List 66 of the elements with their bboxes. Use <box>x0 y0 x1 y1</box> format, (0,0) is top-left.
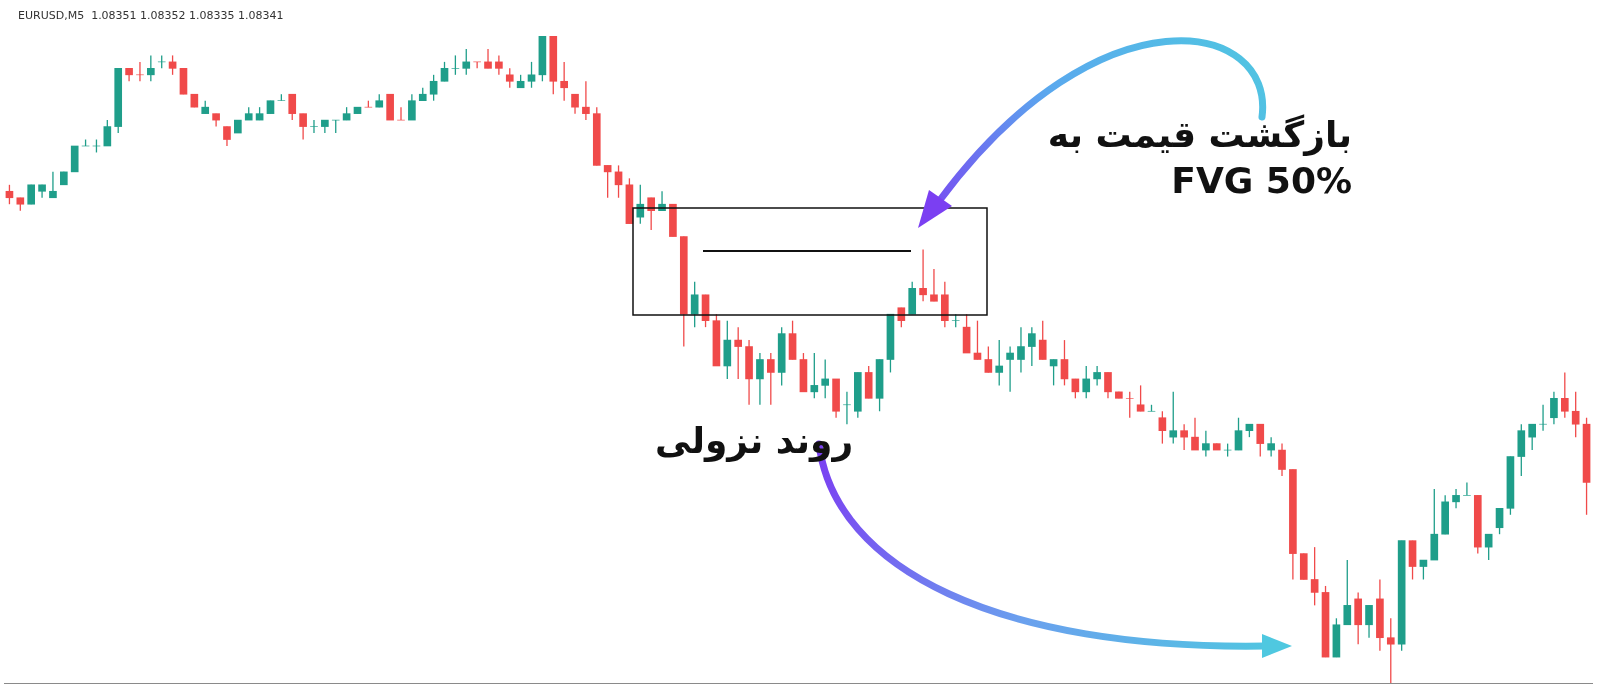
candlestick <box>1539 404 1547 432</box>
candlestick <box>440 61 449 82</box>
candlestick <box>1365 604 1373 639</box>
candlestick <box>810 352 819 399</box>
candlestick <box>310 119 318 134</box>
candlestick <box>571 93 579 115</box>
candlestick <box>451 54 460 76</box>
candlestick <box>821 358 830 399</box>
candlestick <box>734 326 743 380</box>
candlestick <box>690 281 699 328</box>
candlestick <box>505 67 514 89</box>
candlestick <box>1006 345 1014 393</box>
candlestick <box>995 339 1004 387</box>
candlestick <box>1158 410 1167 445</box>
candlestick <box>1560 371 1569 419</box>
candlestick <box>1017 326 1025 374</box>
candlestick <box>495 54 503 76</box>
candlestick <box>1169 391 1178 445</box>
candlestick <box>582 80 590 121</box>
candlestick <box>1343 559 1352 626</box>
candlestick <box>484 48 492 69</box>
candlestick <box>1386 617 1395 684</box>
candlestick <box>223 125 231 147</box>
candlestick <box>103 119 112 147</box>
candlestick <box>1038 320 1047 361</box>
candlestick <box>1234 417 1243 451</box>
candlestick <box>766 352 775 406</box>
candlestick <box>756 352 764 406</box>
candlestick <box>930 268 938 302</box>
candlestick <box>1093 365 1101 387</box>
chart-title: EURUSD,M5 1.08351 1.08352 1.08335 1.08341 <box>18 8 284 22</box>
candlestick <box>27 184 36 205</box>
candlestick <box>1571 391 1580 438</box>
candlestick <box>136 61 144 82</box>
annotation: روند نزولی <box>655 419 854 464</box>
candlestick <box>1082 365 1091 399</box>
candlestick <box>1060 339 1069 387</box>
candlestick <box>429 74 438 102</box>
candlestick <box>1028 326 1036 367</box>
candlestick <box>1495 507 1504 535</box>
candlestick <box>1191 417 1199 451</box>
candlestick <box>1278 442 1286 477</box>
candlestick <box>408 93 416 121</box>
candlestick <box>462 48 471 76</box>
candlestick <box>1310 546 1319 607</box>
candlestick <box>919 248 927 302</box>
candlestick <box>984 345 993 374</box>
candlestick <box>49 171 57 199</box>
candlestick <box>843 391 851 425</box>
candlestick <box>1202 430 1210 458</box>
candlestick <box>147 54 155 82</box>
candlestick <box>1452 488 1460 509</box>
candlestick <box>1104 371 1112 399</box>
candlestick <box>1267 436 1275 458</box>
candlestick <box>299 112 307 141</box>
candlestick <box>1484 533 1493 561</box>
candlestick <box>1463 481 1471 497</box>
candlestick <box>1136 384 1145 412</box>
candlestick <box>1180 423 1188 451</box>
candlestick <box>1256 423 1265 458</box>
candlestick <box>527 61 536 89</box>
candlestick <box>1528 423 1537 451</box>
candlestick <box>1125 391 1134 419</box>
candlestick <box>1550 391 1558 425</box>
candlestick <box>288 93 297 121</box>
candlestick <box>560 61 568 102</box>
